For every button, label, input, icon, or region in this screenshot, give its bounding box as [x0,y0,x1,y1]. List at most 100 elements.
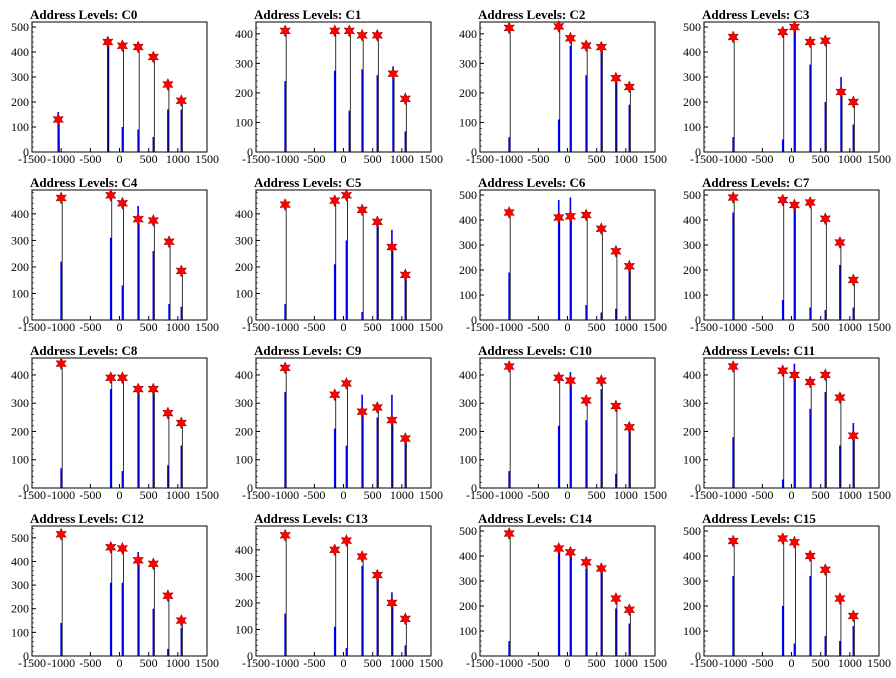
peak-marker [777,25,789,39]
chart-svg: Address Levels: C00100200300400500-1500-… [11,7,219,166]
chart-svg: Address Levels: C5 0 100 200 300 400 -1500 -100… [235,175,443,334]
peak-marker [340,188,353,202]
chart-svg: Address Levels: C14 0 100 200 300 400 500 -1500… [459,511,667,670]
x-tick-label: 1500 [419,152,443,166]
y-tick-label: 400 [683,368,701,382]
x-tick-label: 0 [789,152,795,166]
x-tick-label: 1000 [614,320,638,334]
chart-svg: Address Levels: C70100200300400500-1500-… [683,175,891,334]
peak-marker [564,373,577,388]
y-tick-label: 0 [247,481,253,495]
chart-title: Address Levels: C10 [478,343,592,358]
chart-svg: Address Levels: C60100200300400500-1500-… [459,175,667,334]
peak-marker [371,400,384,415]
y-tick-label: 400 [235,207,253,221]
x-tick-label: 1500 [419,320,443,334]
x-tick-label: -1000 [495,320,523,334]
y-tick-label: 0 [247,145,253,159]
peak-marker [788,535,801,549]
x-tick-label: 1000 [838,656,862,670]
y-tick-label: 100 [235,453,253,467]
y-tick-label: 300 [11,396,29,410]
x-tick-label: -500 [303,320,325,334]
x-tick-label: -1500 [690,320,718,334]
x-tick-label: -500 [303,656,325,670]
chart-svg: Address Levels: C2 0 100 200 300 400 -1500 -100… [459,7,667,166]
y-tick-label: 200 [11,424,29,438]
peak-marker [788,198,801,212]
peak-marker [329,193,341,208]
y-tick-label: 100 [683,453,701,467]
chart-svg: Address Levels: C9 0 100 200 300 400 -1500 -100… [235,343,443,502]
peak-marker [847,429,860,443]
y-tick-label: 100 [11,120,29,134]
x-tick-label: -1000 [47,488,75,502]
plot-frame [31,189,208,321]
peak-marker [147,557,160,571]
chart-title: Address Levels: C1 [254,7,361,22]
y-tick-label: 300 [11,70,29,84]
y-tick-label: 300 [683,70,701,84]
x-tick-label: 0 [341,152,347,166]
peak-marker [340,376,353,391]
x-tick-label: 500 [588,488,606,502]
y-tick-label: 200 [235,86,253,100]
peak-marker [55,527,67,541]
y-tick-label: 200 [683,424,701,438]
y-tick-label: 300 [459,238,477,252]
x-tick-label: 500 [812,656,830,670]
y-tick-label: 200 [683,95,701,109]
peak-marker [371,28,384,42]
x-tick-label: 1500 [643,320,667,334]
peak-marker [777,364,789,378]
x-tick-label: -1500 [242,152,270,166]
x-tick-label: 0 [565,656,571,670]
peak-marker [175,264,188,278]
x-tick-label: 1000 [390,152,414,166]
y-tick-label: 300 [683,574,701,588]
y-tick-label: 200 [459,424,477,438]
peak-marker [147,213,160,228]
peak-marker [387,67,399,81]
peak-marker [329,24,341,38]
peak-marker [175,416,188,430]
x-tick-label: 1500 [643,488,667,502]
y-tick-label: 0 [23,649,29,663]
x-tick-label: 500 [364,320,382,334]
y-tick-label: 100 [11,286,29,300]
x-tick-label: 1000 [390,488,414,502]
y-tick-label: 100 [683,624,701,638]
x-tick-label: -500 [79,656,101,670]
chart-panel: Address Levels: C11 0 100 200 300 400 -1500 -10… [674,342,896,510]
peak-marker [804,549,816,563]
x-tick-label: 1000 [390,656,414,670]
y-tick-label: 400 [683,45,701,59]
peak-marker [623,420,636,434]
y-tick-label: 300 [235,233,253,247]
y-tick-label: 0 [471,145,477,159]
y-tick-label: 500 [11,531,29,545]
peak-marker [788,20,801,34]
x-tick-label: -1000 [47,152,75,166]
chart-title: Address Levels: C5 [254,175,362,190]
y-tick-label: 200 [235,424,253,438]
chart-panel: Address Levels: C12 0 100 200 300 400 500 -1500… [2,510,226,678]
x-tick-label: -500 [527,488,549,502]
x-tick-label: -1500 [18,488,46,502]
y-tick-label: 400 [11,45,29,59]
y-tick-label: 400 [459,549,477,563]
x-tick-label: 0 [565,488,571,502]
peak-marker [102,35,114,49]
y-tick-label: 0 [247,649,253,663]
y-tick-label: 0 [23,313,29,327]
peak-marker [610,591,622,606]
peak-marker [371,568,384,582]
chart-title: Address Levels: C11 [702,343,815,358]
x-tick-label: -500 [79,152,101,166]
peak-marker [553,19,565,34]
x-tick-label: 1000 [166,152,190,166]
y-tick-label: 0 [471,481,477,495]
peak-marker [835,85,847,99]
peak-marker [503,526,515,541]
